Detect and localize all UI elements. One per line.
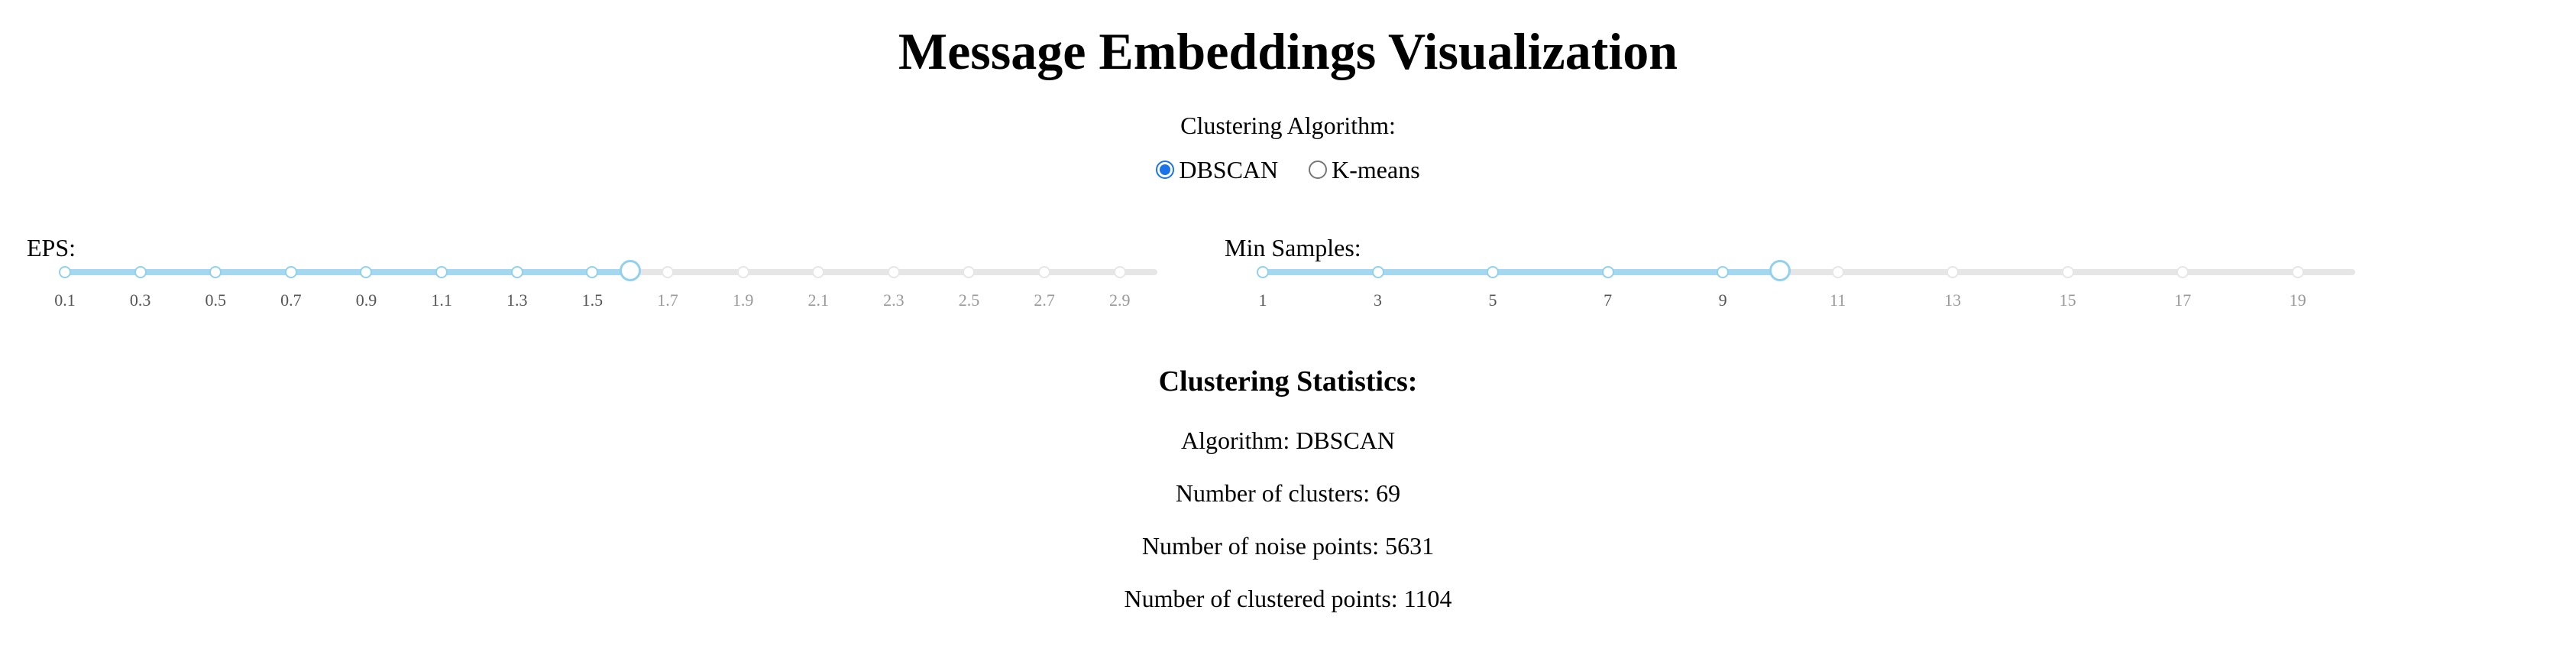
eps-dot[interactable] <box>1113 266 1126 278</box>
min-samples-mark-label: 9 <box>1718 290 1727 310</box>
algorithm-label: Clustering Algorithm: <box>1180 112 1396 139</box>
stat-clustered-points: Number of clustered points: 1104 <box>1124 585 1452 612</box>
min-samples-slider-handle[interactable] <box>1769 260 1791 281</box>
eps-dot[interactable] <box>963 266 976 278</box>
radio-dbscan-label[interactable]: DBSCAN <box>1179 156 1279 183</box>
eps-slider[interactable]: 0.1 0.3 0.5 0.7 0.9 1.1 1.3 1.5 1.7 1.9 2.1 2.3 2.5 2… <box>54 260 1157 310</box>
eps-dot[interactable] <box>887 266 900 278</box>
eps-mark-label: 1.9 <box>732 290 754 310</box>
eps-mark-label: 1.3 <box>506 290 528 310</box>
min-samples-dot[interactable] <box>1947 266 1960 278</box>
radio-dbscan-button[interactable] <box>1156 161 1175 179</box>
min-samples-dot[interactable] <box>2061 266 2074 278</box>
eps-dot[interactable] <box>59 266 71 278</box>
min-samples-slider-rail[interactable] <box>1263 269 2355 275</box>
min-samples-mark-label: 7 <box>1604 290 1613 310</box>
min-samples-mark-label: 19 <box>2289 290 2306 310</box>
eps-mark-label: 0.3 <box>129 290 151 310</box>
min-samples-dot[interactable] <box>2291 266 2304 278</box>
page-title: Message Embeddings Visualization <box>898 22 1678 80</box>
eps-dot[interactable] <box>736 266 749 278</box>
eps-mark-label: 1.7 <box>657 290 678 310</box>
min-samples-dot[interactable] <box>1487 266 1500 278</box>
eps-mark-label: 0.1 <box>54 290 76 310</box>
min-samples-label: Min Samples: <box>1225 234 1361 261</box>
min-samples-dot[interactable] <box>1371 266 1384 278</box>
eps-mark-label: 2.3 <box>883 290 905 310</box>
min-samples-mark-label: 15 <box>2059 290 2076 310</box>
eps-dot[interactable] <box>360 266 373 278</box>
eps-dot[interactable] <box>1038 266 1051 278</box>
eps-slider-track[interactable] <box>65 269 630 275</box>
min-samples-dot[interactable] <box>1601 266 1614 278</box>
eps-dot[interactable] <box>661 266 674 278</box>
eps-dot[interactable] <box>586 266 599 278</box>
stats-title: Clustering Statistics: <box>1158 365 1418 398</box>
eps-dot[interactable] <box>209 266 222 278</box>
stat-noise-points: Number of noise points: 5631 <box>1141 532 1435 560</box>
eps-mark-label: 1.1 <box>431 290 452 310</box>
stat-algorithm: Algorithm: DBSCAN <box>1180 427 1396 454</box>
eps-mark-label: 2.5 <box>958 290 980 310</box>
eps-slider-handle[interactable] <box>619 260 641 281</box>
eps-dot[interactable] <box>134 266 147 278</box>
min-samples-mark-label: 5 <box>1488 290 1497 310</box>
eps-dot[interactable] <box>435 266 448 278</box>
eps-mark-label: 0.7 <box>280 290 302 310</box>
eps-mark-label: 2.1 <box>807 290 829 310</box>
radio-kmeans[interactable]: K-means <box>1309 154 1420 185</box>
eps-mark-label: 0.9 <box>355 290 377 310</box>
eps-label: EPS: <box>27 234 76 261</box>
min-samples-mark-label: 3 <box>1374 290 1383 310</box>
min-samples-mark-label: 17 <box>2174 290 2192 310</box>
min-samples-mark-label: 11 <box>1830 290 1846 310</box>
min-samples-dot[interactable] <box>1831 266 1844 278</box>
min-samples-dot[interactable] <box>1257 266 1269 278</box>
eps-dot[interactable] <box>284 266 297 278</box>
eps-dot[interactable] <box>812 266 825 278</box>
min-samples-mark-label: 1 <box>1258 290 1267 310</box>
stat-clusters: Number of clusters: 69 <box>1175 479 1401 507</box>
radio-kmeans-label[interactable]: K-means <box>1332 156 1420 183</box>
eps-mark-label: 0.5 <box>205 290 226 310</box>
min-samples-dot[interactable] <box>1717 266 1730 278</box>
min-samples-slider-track[interactable] <box>1263 269 1781 275</box>
min-samples-dot[interactable] <box>2176 266 2189 278</box>
algorithm-radio-group: DBSCAN K-means <box>0 154 2576 185</box>
min-samples-mark-label: 13 <box>1944 290 1962 310</box>
eps-mark-label: 2.7 <box>1034 290 1055 310</box>
radio-dbscan[interactable]: DBSCAN <box>1156 154 1278 185</box>
eps-mark-label: 1.5 <box>581 290 604 310</box>
radio-kmeans-button[interactable] <box>1309 161 1328 179</box>
eps-mark-label: 2.9 <box>1108 290 1131 310</box>
eps-dot[interactable] <box>510 266 523 278</box>
min-samples-slider[interactable]: 1 3 5 7 9 11 13 15 17 19 <box>1257 260 2355 310</box>
